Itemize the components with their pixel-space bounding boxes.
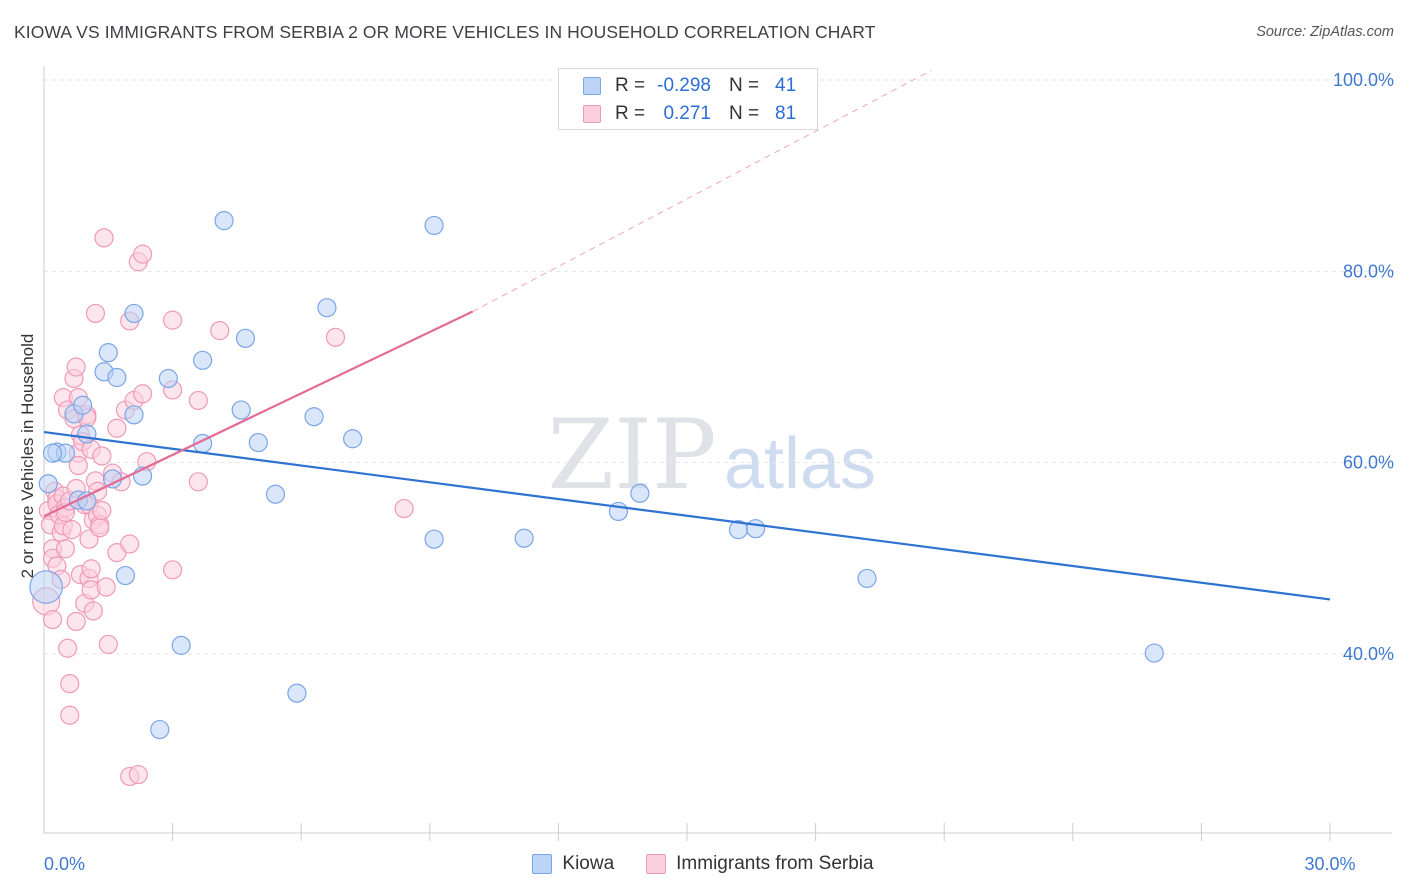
r-value: -0.298 [657, 75, 711, 96]
kiowa-point [248, 432, 268, 453]
kiowa-point [77, 424, 97, 444]
serbia-point [94, 228, 114, 248]
r-label: R = [615, 103, 646, 124]
serbia-point [60, 705, 80, 725]
kiowa-point [72, 395, 93, 415]
serbia-point [163, 310, 183, 330]
kiowa-point [158, 368, 178, 389]
serbia-point [66, 611, 86, 632]
kiowa-trend-line [43, 430, 1331, 601]
r-label: R = [615, 75, 646, 96]
kiowa-point [304, 407, 324, 427]
legend-label-kiowa: Kiowa [562, 853, 615, 874]
trend-layer [43, 69, 1331, 601]
serbia-point [62, 520, 82, 540]
serbia-point [188, 390, 208, 411]
kiowa-point [29, 570, 63, 604]
kiowa-point [287, 683, 307, 703]
kiowa-swatch [583, 77, 601, 95]
serbia-point [163, 560, 183, 580]
r-value: 0.271 [663, 103, 711, 124]
serbia-point [68, 455, 88, 476]
serbia-point [128, 764, 148, 785]
serbia-point [132, 384, 153, 404]
serbia-trend-extension [472, 69, 932, 312]
serbia-point [325, 327, 346, 347]
source-label: Source: ZipAtlas.com [1256, 24, 1394, 40]
kiowa-point [1144, 643, 1164, 663]
kiowa-point [171, 635, 191, 655]
legend-item-serbia[interactable]: Immigrants from Serbia [646, 853, 874, 875]
legend-swatch-kiowa [532, 854, 553, 874]
kiowa-point [193, 350, 213, 370]
n-value: 41 [775, 75, 797, 96]
serbia-point [120, 534, 140, 554]
chart-title: KIOWA VS IMMIGRANTS FROM SERBIA 2 OR MOR… [14, 22, 876, 42]
kiowa-point [514, 528, 534, 548]
stats-row-serbia: R = 0.271 N = 81 [583, 101, 796, 127]
kiowa-point [124, 303, 144, 324]
chart-legend: Kiowa Immigrants from Serbia [0, 852, 1406, 876]
kiowa-point [343, 429, 363, 449]
tick-label-layer: 40.0% 60.0% 80.0% 100.0% 0.0% 30.0% [44, 70, 1394, 874]
serbia-trend-line [43, 310, 474, 518]
serbia-swatch [583, 105, 601, 123]
serbia-point [188, 472, 208, 492]
y-tick-label: 60.0% [1343, 453, 1394, 473]
kiowa-point [102, 469, 123, 489]
serbia-point [96, 577, 116, 597]
serbia-point [394, 498, 414, 519]
serbia-point [98, 634, 118, 655]
kiowa-point [115, 565, 136, 586]
kiowa-point [317, 298, 337, 318]
kiowa-point [231, 400, 251, 420]
serbia-point [55, 539, 76, 559]
x-tick-label: 0.0% [44, 854, 85, 874]
x-tick-label: 30.0% [1304, 854, 1355, 874]
kiowa-point [38, 474, 58, 494]
serbia-point [66, 357, 86, 377]
kiowa-point [124, 405, 144, 425]
kiowa-point [630, 483, 650, 503]
kiowa-point [214, 211, 234, 231]
serbia-point [90, 518, 110, 538]
y-tick-label: 40.0% [1343, 644, 1394, 664]
stats-box: R = -0.298 N = 41 R = 0.271 N = 81 [558, 68, 818, 130]
n-label: N = [729, 103, 760, 124]
kiowa-point [265, 484, 286, 504]
y-tick-label: 80.0% [1343, 261, 1394, 281]
serbia-point [210, 321, 230, 341]
n-value: 81 [775, 103, 797, 124]
serbia-point [92, 500, 112, 521]
kiowa-points [29, 211, 1164, 740]
legend-label-serbia: Immigrants from Serbia [676, 853, 874, 874]
stats-row-kiowa: R = -0.298 N = 41 [583, 73, 796, 99]
kiowa-point [107, 367, 127, 388]
legend-swatch-serbia [646, 854, 667, 874]
serbia-point [92, 446, 112, 466]
serbia-point [42, 609, 63, 630]
serbia-point [57, 638, 78, 658]
y-tick-label: 100.0% [1333, 70, 1394, 90]
kiowa-point [235, 328, 256, 348]
kiowa-point [42, 443, 63, 463]
kiowa-point [745, 519, 766, 539]
kiowa-point [424, 215, 444, 236]
grid-layer [44, 79, 1392, 655]
legend-item-kiowa[interactable]: Kiowa [532, 853, 614, 875]
watermark-atlas: atlas [724, 424, 876, 504]
serbia-point [60, 674, 80, 694]
kiowa-point [98, 343, 118, 363]
kiowa-point [857, 568, 877, 589]
serbia-point [85, 303, 106, 324]
serbia-point [132, 244, 153, 264]
n-label: N = [729, 75, 760, 96]
kiowa-point [424, 529, 444, 549]
kiowa-point [150, 719, 170, 740]
serbia-point [81, 559, 101, 579]
serbia-point [107, 418, 127, 438]
serbia-point [83, 601, 103, 621]
